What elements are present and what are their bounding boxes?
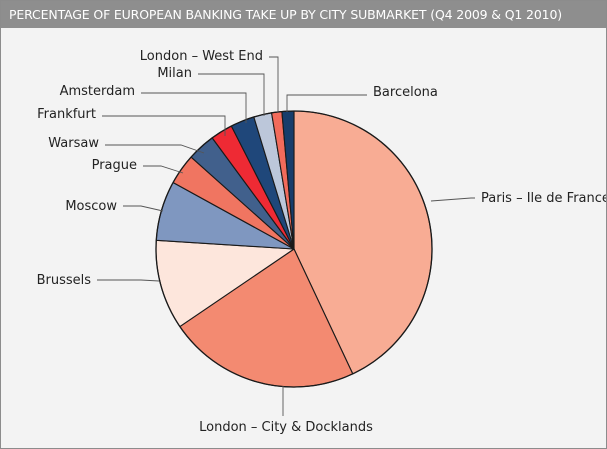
- slice-label-brussels: Brussels: [37, 273, 92, 288]
- slice-label-warsaw: Warsaw: [48, 136, 99, 151]
- slice-label-london-city-docklands: London – City & Docklands: [199, 420, 373, 435]
- slice-label-milan: Milan: [157, 66, 192, 81]
- leader-line-prague: [143, 165, 184, 174]
- slice-labels: Paris – Ile de France London – City & Doc…: [37, 49, 606, 435]
- slice-label-amsterdam: Amsterdam: [60, 84, 135, 99]
- title-bar: PERCENTAGE OF EUROPEAN BANKING TAKE UP B…: [1, 1, 606, 28]
- leader-line-moscow: [123, 205, 164, 212]
- leader-line-london-west-end: [269, 56, 279, 113]
- slice-label-moscow: Moscow: [65, 199, 117, 214]
- pie-outline: [155, 110, 433, 388]
- slice-label-prague: Prague: [92, 158, 137, 173]
- slice-label-paris-ile-de-france: Paris – Ile de France: [481, 191, 606, 206]
- leader-line-milan: [198, 73, 265, 116]
- slice-label-london-west-end: London – West End: [140, 49, 263, 64]
- leader-line-paris-ile-de-france: [430, 197, 475, 202]
- leader-line-frankfurt: [102, 115, 226, 136]
- leader-line-barcelona: [286, 94, 367, 112]
- slice-label-barcelona: Barcelona: [373, 85, 438, 100]
- pie-slices: [155, 110, 433, 388]
- chart-title: PERCENTAGE OF EUROPEAN BANKING TAKE UP B…: [9, 7, 562, 22]
- leader-line-warsaw: [105, 144, 205, 154]
- leader-line-brussels: [97, 279, 160, 282]
- slice-label-frankfurt: Frankfurt: [37, 107, 96, 122]
- leader-line-amsterdam: [141, 92, 247, 123]
